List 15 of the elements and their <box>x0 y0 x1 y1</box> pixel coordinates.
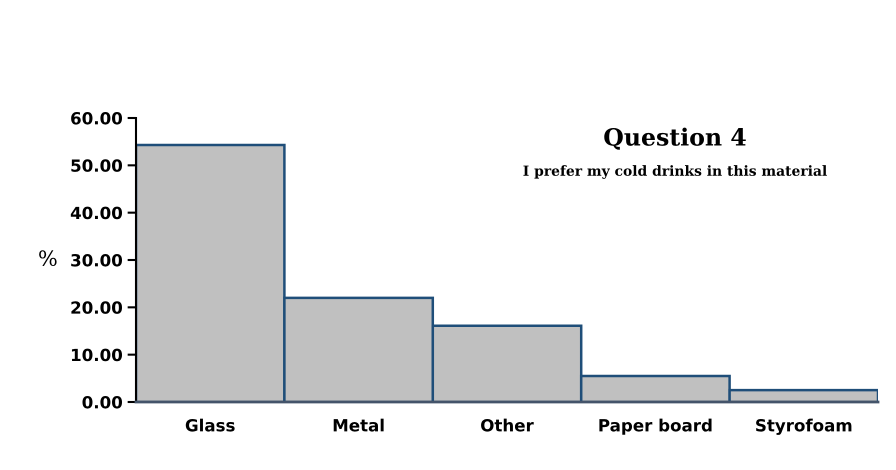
x-tick-label: Other <box>481 418 534 432</box>
text: I prefer my cold drinks in this material <box>523 165 827 179</box>
y-tick-label: 50.00 <box>71 159 122 172</box>
y-tick-label: 10.00 <box>72 348 122 362</box>
y-tick-label: 30.00 <box>71 254 122 267</box>
y-tick-label: 20.00 <box>71 301 122 314</box>
y-tick-label: 40.00 <box>70 206 122 220</box>
y-tick-label: 0.00 <box>82 396 122 409</box>
x-tick-label: Paper board <box>599 418 712 435</box>
x-tick-label: Glass <box>186 418 235 432</box>
chart-title: Question 4 <box>604 128 746 150</box>
y-tick-label: 60.00 <box>71 112 122 125</box>
x-tick-label: Styrofoam <box>756 418 852 435</box>
x-tick-label: Metal <box>334 418 384 432</box>
y-axis-title: % <box>39 250 57 266</box>
